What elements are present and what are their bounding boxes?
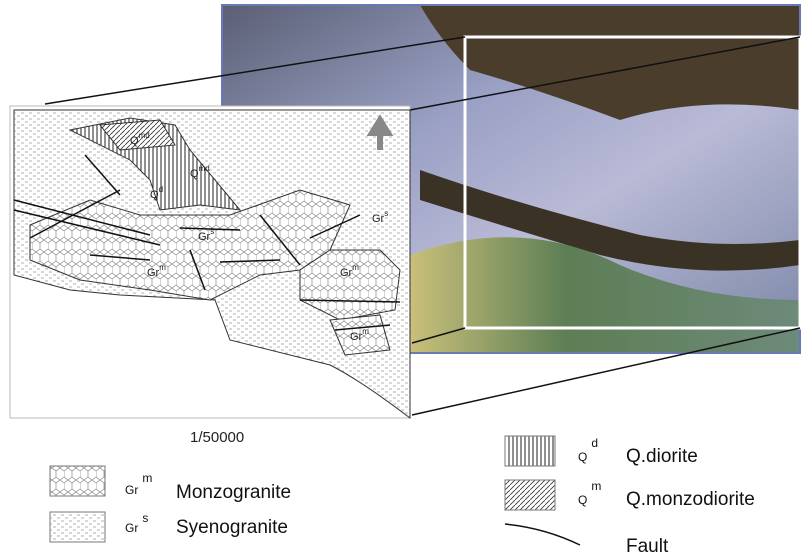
- legend-label: Monzogranite: [176, 482, 291, 503]
- legend-symbol: Qd: [578, 436, 598, 464]
- legend-symbol: Grs: [125, 511, 148, 535]
- scale: 1/50000: [190, 429, 244, 446]
- legend-symbol: Grm: [125, 471, 152, 497]
- legend: Grm Monzogranite Grs Syenogranite Qd Q.d…: [50, 436, 755, 557]
- legend-label: Syenogranite: [176, 517, 288, 538]
- geological-map: [10, 106, 410, 418]
- figure: Qmd Qmd Qd Grs Grs Grm Grm Grm 1/50000 G…: [0, 0, 804, 557]
- legend-symbol: Qm: [578, 479, 601, 507]
- legend-label: Q.monzodiorite: [626, 489, 755, 510]
- legend-label: Fault: [626, 536, 669, 557]
- legend-label: Q.diorite: [626, 446, 698, 467]
